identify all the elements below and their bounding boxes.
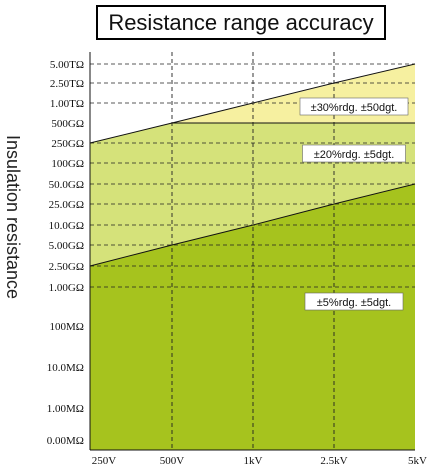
y-tick-label: 250GΩ — [51, 138, 84, 150]
x-tick-label: 500V — [160, 455, 185, 467]
y-tick-label: 10.0GΩ — [49, 220, 84, 232]
y-tick-label: 25.0GΩ — [49, 199, 84, 211]
y-tick-label: 5.00TΩ — [50, 59, 84, 71]
y-tick-label: 2.50GΩ — [49, 261, 84, 273]
y-tick-label: 5.00GΩ — [49, 240, 84, 252]
x-tick-label: 2.5kV — [320, 455, 347, 467]
band-fills — [90, 64, 415, 450]
upper-boundary-line — [89, 63, 416, 144]
x-tick-label: 250V — [92, 455, 117, 467]
boundary-lines — [89, 63, 416, 267]
band-label-30pct: ±30%rdg. ±50dgt. — [311, 102, 398, 114]
axes — [89, 52, 415, 451]
y-tick-label: 100GΩ — [51, 158, 84, 170]
band-label-5pct-box — [304, 292, 404, 311]
band-label-30pct-group: ±30%rdg. ±50dgt. — [299, 97, 409, 116]
band-label-30pct-box — [299, 97, 409, 116]
band-label-20pct-group: ±20%rdg. ±5dgt. — [302, 144, 406, 163]
y-tick-label: 1.00MΩ — [47, 403, 84, 415]
chart-title: Resistance range accuracy — [96, 5, 386, 40]
lower-boundary-line — [89, 183, 416, 267]
band-labels: ±30%rdg. ±50dgt. ±20%rdg. ±5dgt. ±5%rdg. ±… — [299, 97, 409, 311]
y-tick-label: 100MΩ — [50, 321, 84, 333]
tick-labels: 5.00TΩ 2.50TΩ 1.00TΩ 500GΩ 250GΩ 100GΩ 50.0GΩ 2… — [47, 59, 427, 467]
y-tick-label: 50.0GΩ — [49, 179, 84, 191]
y-tick-label: 10.0MΩ — [47, 362, 84, 374]
y-tick-label: 500GΩ — [51, 118, 84, 130]
y-tick-label: 0.00MΩ — [47, 435, 84, 447]
band-label-5pct: ±5%rdg. ±5dgt. — [317, 297, 391, 309]
x-tick-label: 1kV — [244, 455, 263, 467]
y-tick-label: 1.00GΩ — [49, 282, 84, 294]
band-label-5pct-group: ±5%rdg. ±5dgt. — [304, 292, 404, 311]
band-label-20pct: ±20%rdg. ±5dgt. — [314, 149, 395, 161]
x-tick-label: 5kV — [408, 455, 427, 467]
band-label-20pct-box — [302, 144, 406, 163]
y-tick-label: 2.50TΩ — [50, 78, 84, 90]
grid-lines — [90, 52, 415, 450]
y-tick-label: 1.00TΩ — [50, 98, 84, 110]
